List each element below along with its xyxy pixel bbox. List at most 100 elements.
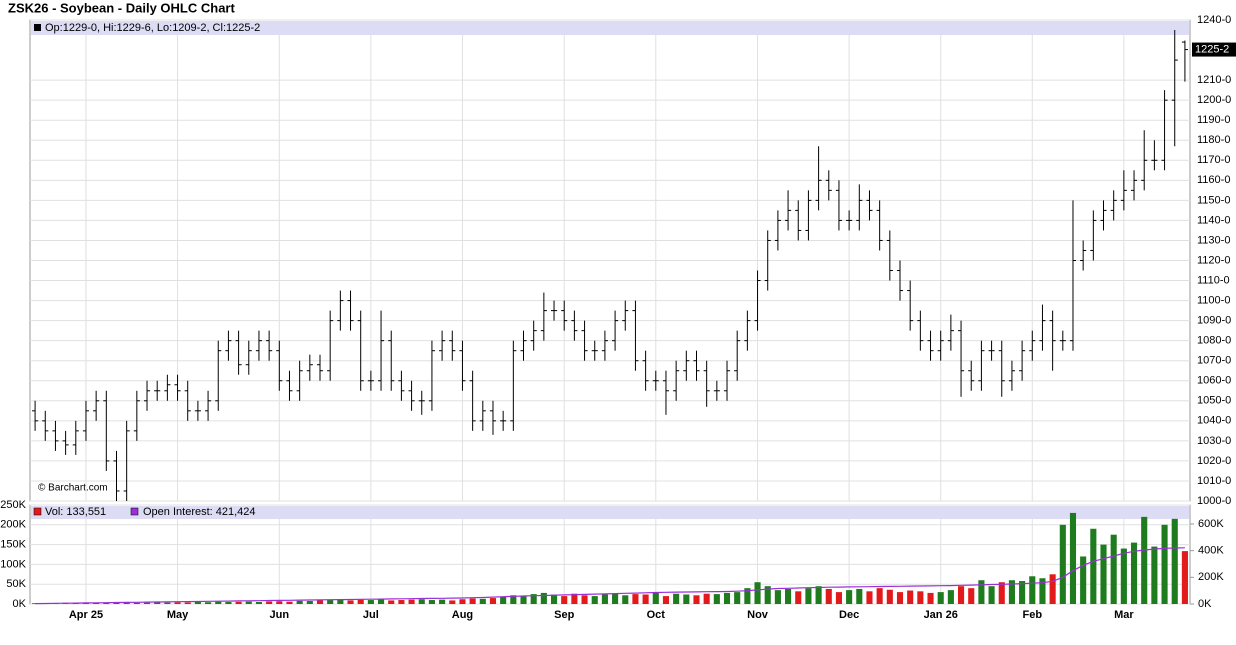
- volume-tick-label: 100K: [0, 558, 26, 570]
- volume-bar: [306, 601, 313, 604]
- volume-bar: [764, 586, 771, 604]
- y-tick-label: 1190-0: [1197, 114, 1230, 126]
- volume-bar: [846, 590, 853, 604]
- y-tick-label: 1020-0: [1197, 455, 1231, 467]
- volume-bar: [988, 586, 995, 604]
- volume-tick-label: 250K: [0, 499, 26, 511]
- volume-bar: [205, 602, 212, 604]
- volume-bar: [642, 594, 649, 604]
- x-tick-label: Jan 26: [924, 609, 958, 621]
- volume-bar: [774, 590, 781, 604]
- volume-bar: [428, 600, 435, 604]
- volume-bar: [785, 588, 792, 604]
- x-tick-label: May: [167, 609, 189, 621]
- volume-bar: [489, 598, 497, 604]
- volume-bar: [795, 591, 802, 604]
- volume-bar: [245, 601, 252, 604]
- volume-bar: [662, 596, 670, 604]
- volume-bar: [550, 594, 558, 604]
- volume-bar: [927, 592, 934, 604]
- volume-bar: [886, 589, 893, 604]
- volume-tick-label: 50K: [6, 578, 26, 590]
- volume-bar: [133, 602, 140, 604]
- volume-bar: [113, 602, 120, 604]
- volume-panel: [29, 504, 1191, 605]
- volume-bar: [398, 600, 405, 604]
- volume-bar: [327, 600, 334, 604]
- y-tick-label: 1170-0: [1197, 154, 1230, 166]
- volume-bar: [947, 590, 954, 604]
- volume-bar: [255, 602, 262, 604]
- y-tick-label: 1070-0: [1197, 355, 1231, 367]
- volume-bar: [998, 582, 1005, 604]
- volume-bar: [1110, 534, 1117, 604]
- y-tick-label: 1180-0: [1197, 134, 1230, 146]
- volume-bar: [439, 599, 446, 604]
- info-strip: [31, 21, 1189, 35]
- volume-tick-label: 0K: [13, 598, 27, 610]
- volume-bar: [530, 594, 537, 604]
- volume-bar: [1080, 556, 1087, 604]
- open-interest-line: [35, 547, 1185, 605]
- volume-bar: [1029, 576, 1036, 604]
- volume-bar: [286, 601, 293, 604]
- volume-bar: [968, 588, 975, 604]
- oi-tick-label: 200K: [1198, 571, 1224, 583]
- y-tick-label: 1120-0: [1197, 254, 1230, 266]
- volume-bar: [500, 596, 507, 604]
- x-tick-label: Mar: [1114, 609, 1134, 621]
- y-tick-label: 1040-0: [1197, 415, 1231, 427]
- last-price-box: [1192, 42, 1236, 57]
- volume-bar: [1090, 528, 1097, 604]
- chart-title: ZSK26 - Soybean - Daily OHLC Chart: [8, 0, 235, 15]
- x-tick-label: Dec: [839, 609, 859, 621]
- volume-bar: [449, 600, 456, 604]
- marks: [32, 30, 1188, 605]
- volume-bar: [296, 600, 303, 604]
- volume-bar: [815, 586, 822, 604]
- volume-bar: [418, 599, 425, 604]
- volume-bar: [703, 593, 710, 604]
- labels: 1000-0 1010-0 1020-0 1030-0 1040-0 1050-0 1060…: [0, 14, 1236, 621]
- volume-bar: [907, 590, 914, 604]
- y-tick-label: 1030-0: [1197, 435, 1231, 447]
- volume-bar: [734, 592, 741, 604]
- volume-bar: [215, 601, 222, 604]
- y-tick-label: 1050-0: [1197, 395, 1231, 407]
- volume-bar: [958, 586, 965, 604]
- volume-bar: [32, 603, 39, 604]
- volume-bar: [367, 600, 374, 604]
- volume-bar: [622, 595, 629, 604]
- ohlc-info: Op:1229-0, Hi:1229-6, Lo:1209-2, Cl:1225…: [45, 22, 260, 34]
- volume-bar: [1130, 542, 1138, 604]
- volume-bar: [612, 593, 619, 604]
- volume-bar: [540, 592, 547, 604]
- last-price-label: 1225-2: [1195, 43, 1229, 55]
- volume-bar: [316, 600, 324, 604]
- volume-bar: [174, 602, 181, 604]
- volume-bar: [194, 602, 201, 604]
- volume-bar: [1008, 580, 1015, 604]
- grid: [30, 19, 1194, 605]
- volume-bar: [143, 602, 151, 604]
- y-tick-label: 1130-0: [1197, 234, 1230, 246]
- volume-bar: [1069, 512, 1077, 604]
- volume-bar: [866, 591, 873, 604]
- y-tick-label: 1240-0: [1197, 14, 1231, 26]
- oi-tick-label: 600K: [1198, 518, 1224, 530]
- volume-bar: [632, 594, 639, 604]
- volume-bar: [1100, 544, 1107, 604]
- volume-bar: [1049, 574, 1056, 604]
- info-marker: [34, 24, 41, 31]
- y-tick-label: 1010-0: [1197, 475, 1231, 487]
- volume-bar: [123, 602, 130, 604]
- volume-bar: [1181, 551, 1188, 604]
- oi-legend: Open Interest: 421,424: [143, 506, 256, 518]
- volume-bar: [805, 588, 812, 604]
- volume-bar: [1141, 516, 1148, 604]
- oi-legend-marker: [130, 507, 139, 516]
- volume-bar: [723, 592, 731, 604]
- volume-bar: [1171, 518, 1178, 604]
- y-tick-label: 1200-0: [1197, 94, 1231, 106]
